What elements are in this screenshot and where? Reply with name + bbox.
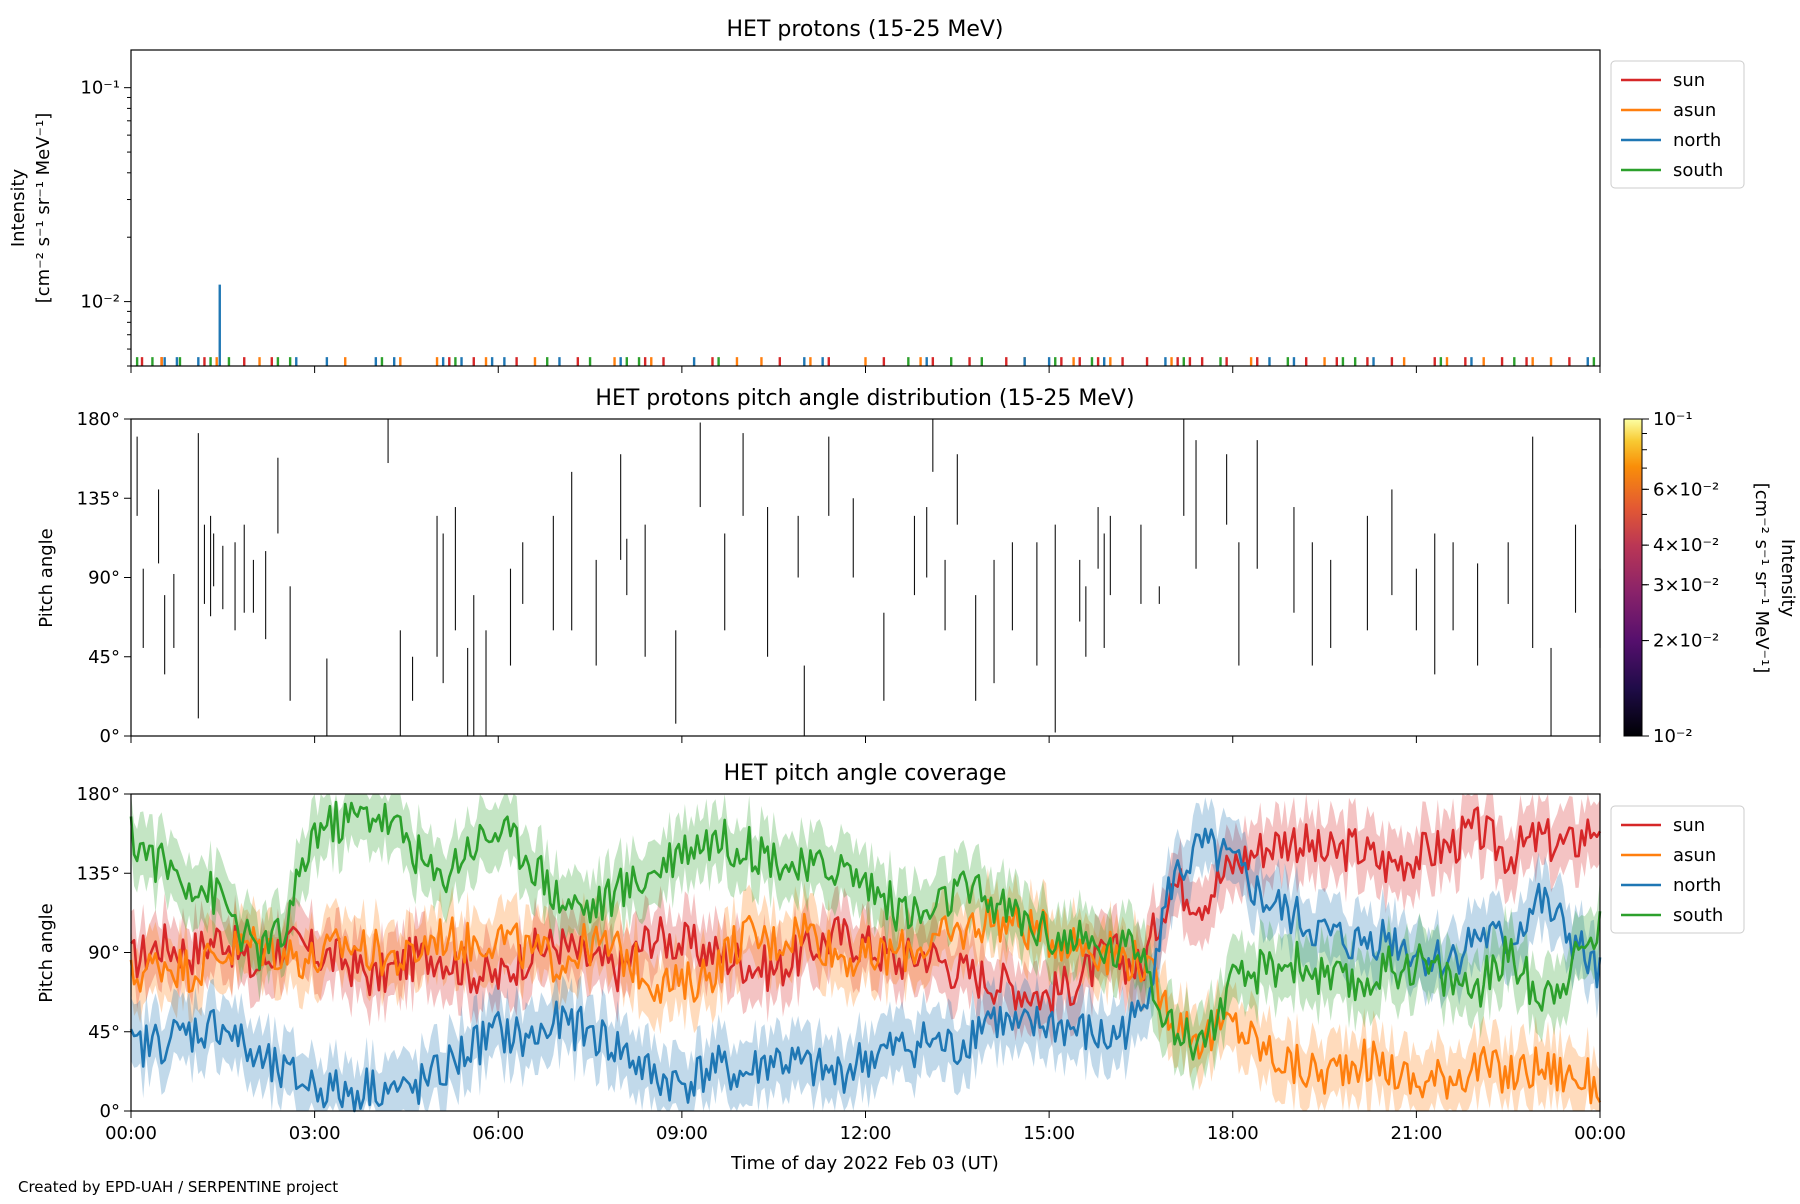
pad-y-tick-label-3: 135° <box>77 488 120 509</box>
colorbar-ticks: 10⁻² 2×10⁻² 3×10⁻² 4×10⁻² 6×10⁻² 10⁻¹ <box>1642 409 1719 747</box>
colorbar-tick-label-3: 4×10⁻² <box>1653 535 1719 556</box>
pad-y-tick-label-2: 90° <box>88 568 120 589</box>
coverage-legend-label-asun: asun <box>1673 845 1716 866</box>
coverage-y-tick-label-2: 90° <box>88 943 120 964</box>
coverage-y-tick-label-3: 135° <box>77 863 120 884</box>
coverage-y-ticks: 0° 45° 90° 135° 180° <box>77 784 131 1122</box>
colorbar-tick-label-5: 10⁻¹ <box>1653 409 1693 430</box>
coverage-legend-label-sun: sun <box>1673 815 1705 836</box>
coverage-legend-label-south: south <box>1673 905 1723 926</box>
pad-panel-title: HET protons pitch angle distribution (15… <box>595 386 1134 411</box>
intensity-legend: sun asun north south <box>1610 60 1745 189</box>
pad-y-label: Pitch angle <box>36 528 57 627</box>
coverage-x-label: Time of day 2022 Feb 03 (UT) <box>730 1153 999 1174</box>
intensity-y-ticks: 10⁻² 10⁻¹ <box>80 78 131 367</box>
credit-text: Created by EPD-UAH / SERPENTINE project <box>18 1178 338 1196</box>
coverage-x-tick-label-2: 06:00 <box>472 1123 524 1144</box>
coverage-line-sun <box>130 806 1602 1018</box>
coverage-y-tick-label-0: 0° <box>100 1101 120 1122</box>
coverage-legend: sun asun north south <box>1610 805 1745 934</box>
pad-y-tick-label-1: 45° <box>88 647 120 668</box>
coverage-x-tick-label-0: 00:00 <box>105 1123 157 1144</box>
coverage-legend-box <box>1610 805 1745 934</box>
coverage-x-tick-label-6: 18:00 <box>1207 1123 1259 1144</box>
coverage-x-tick-label-5: 15:00 <box>1023 1123 1075 1144</box>
coverage-line-asun <box>129 898 1602 1105</box>
coverage-band-south <box>131 794 1600 1092</box>
pad-y-tick-label-4: 180° <box>77 409 120 430</box>
intensity-legend-box <box>1610 60 1745 189</box>
coverage-x-tick-label-3: 09:00 <box>656 1123 708 1144</box>
intensity-plot-area <box>135 284 1596 366</box>
coverage-y-tick-label-1: 45° <box>88 1022 120 1043</box>
coverage-plot-area <box>129 794 1602 1113</box>
intensity-panel-title: HET protons (15-25 MeV) <box>727 17 1004 42</box>
colorbar-tick-label-4: 6×10⁻² <box>1653 479 1719 500</box>
coverage-y-tick-label-4: 180° <box>77 784 120 805</box>
intensity-y-tick-label-1: 10⁻¹ <box>80 78 120 99</box>
coverage-x-tick-label-1: 03:00 <box>289 1123 341 1144</box>
coverage-x-ticks: 00:00 03:00 06:00 09:00 12:00 15:00 18:00 21:00… <box>105 1111 1626 1144</box>
coverage-y-label: Pitch angle <box>36 903 57 1002</box>
intensity-panel: HET protons (15-25 MeV) 10⁻² 10⁻¹ Intensi… <box>8 17 1745 373</box>
intensity-legend-label-south: south <box>1673 160 1723 181</box>
colorbar-tick-label-0: 10⁻² <box>1653 726 1693 747</box>
coverage-x-tick-label-8: 00:00 <box>1574 1123 1626 1144</box>
pad-y-tick-label-0: 0° <box>100 726 120 747</box>
colorbar-tick-label-1: 2×10⁻² <box>1653 631 1719 652</box>
intensity-y-tick-label-0: 10⁻² <box>80 292 120 313</box>
intensity-legend-label-north: north <box>1673 130 1721 151</box>
coverage-band-north <box>131 797 1600 1111</box>
pitch-angle-coverage-panel: HET pitch angle coverage 0° 45° 90° 135° 180… <box>36 761 1745 1174</box>
pad-y-ticks: 0° 45° 90° 135° 180° <box>77 409 131 747</box>
coverage-x-tick-label-4: 12:00 <box>840 1123 892 1144</box>
coverage-line-north <box>129 827 1602 1113</box>
coverage-x-tick-label-7: 21:00 <box>1390 1123 1442 1144</box>
intensity-y-label: Intensity <box>8 168 29 247</box>
colorbar <box>1623 418 1643 737</box>
intensity-legend-label-asun: asun <box>1673 100 1716 121</box>
colorbar-label: Intensity <box>1777 539 1798 618</box>
intensity-y-label-units: [cm⁻² s⁻¹ sr⁻¹ MeV⁻¹] <box>33 113 54 304</box>
intensity-legend-label-sun: sun <box>1673 70 1705 91</box>
pitch-angle-distribution-panel: HET protons pitch angle distribution (15… <box>36 386 1798 747</box>
pad-x-ticks <box>130 736 1601 743</box>
coverage-line-south <box>129 800 1602 1061</box>
intensity-x-ticks <box>130 366 1601 373</box>
colorbar-label-units: [cm⁻² s⁻¹ sr⁻¹ MeV⁻¹] <box>1751 483 1772 674</box>
coverage-legend-label-north: north <box>1673 875 1721 896</box>
colorbar-tick-label-2: 3×10⁻² <box>1653 575 1719 596</box>
coverage-panel-title: HET pitch angle coverage <box>724 761 1007 786</box>
